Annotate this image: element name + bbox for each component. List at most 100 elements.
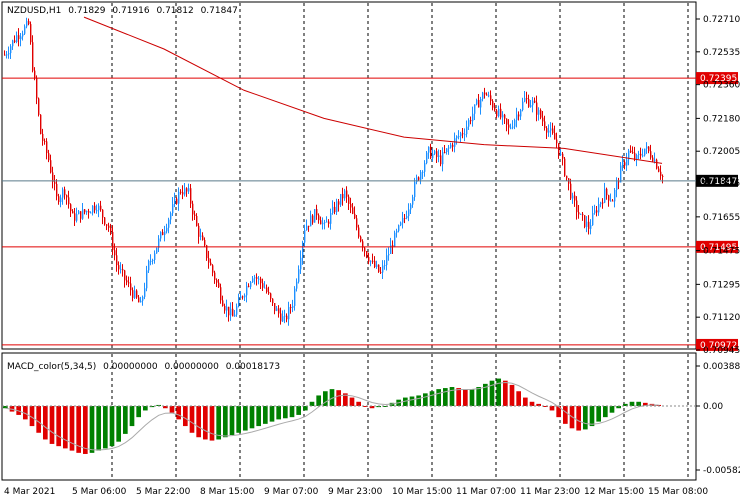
candle-body — [108, 225, 110, 228]
candle-body — [476, 99, 478, 105]
macd-bar — [209, 406, 215, 441]
candle-body — [368, 257, 370, 262]
macd-bar — [449, 387, 455, 406]
macd-bar — [83, 406, 88, 454]
candle-body — [300, 257, 302, 270]
candle-body — [636, 155, 638, 160]
candle-body — [16, 35, 18, 42]
candle-body — [460, 133, 462, 137]
candle-body — [518, 114, 520, 117]
candle-body — [26, 21, 28, 27]
macd-bar — [189, 406, 195, 433]
candle-body — [282, 316, 284, 322]
candle-body — [600, 202, 602, 205]
candle-body — [316, 209, 318, 216]
macd-bar — [76, 406, 81, 453]
candle-body — [186, 188, 188, 192]
time-axis-label: 9 Mar 23:00 — [328, 487, 383, 497]
macd-bar — [503, 380, 508, 406]
candle-body — [586, 221, 588, 227]
candle-body — [226, 306, 228, 311]
macd-bar — [436, 389, 441, 406]
candle-body — [46, 141, 48, 154]
candle-body — [192, 203, 194, 215]
candle-body — [626, 159, 628, 166]
price-tick-label: 0.71475 — [703, 247, 740, 257]
level-tag — [696, 338, 738, 351]
candle-body — [72, 211, 74, 214]
candle-body — [332, 206, 334, 214]
candle-body — [532, 100, 534, 106]
candle-body — [526, 98, 528, 100]
candle-body — [142, 296, 144, 301]
candle-body — [208, 258, 210, 263]
candle-body — [218, 282, 220, 288]
price-tick-label: 0.72360 — [703, 81, 740, 91]
macd-bar — [269, 406, 275, 422]
candle-body — [430, 146, 432, 159]
candle-body — [48, 153, 50, 161]
candle-body — [446, 148, 448, 153]
candle-body — [658, 168, 660, 172]
candle-body — [34, 70, 36, 79]
candle-body — [160, 232, 162, 239]
candle-body — [172, 204, 174, 214]
macd-bar — [343, 393, 348, 406]
candle-body — [510, 127, 512, 129]
macd-bar — [316, 395, 321, 406]
macd-bar — [556, 406, 561, 418]
candle-body — [614, 189, 616, 202]
candle-body — [470, 120, 472, 122]
candle-body — [56, 183, 58, 197]
time-axis-label: 5 Mar 06:00 — [72, 487, 127, 497]
candle-body — [350, 203, 352, 208]
candle-body — [196, 215, 198, 226]
candle-body — [536, 102, 538, 115]
candle-body — [76, 214, 78, 221]
candle-body — [450, 144, 452, 148]
candle-body — [462, 133, 464, 135]
macd-bar — [23, 406, 28, 420]
macd-header: MACD_color(5,34,5) 0.00000000 0.00000000… — [7, 362, 280, 372]
macd-bar — [409, 396, 415, 406]
candle-body — [620, 165, 622, 183]
candle-body — [372, 260, 374, 262]
candle-body — [594, 210, 596, 214]
candle-body — [206, 245, 208, 259]
candle-body — [18, 35, 20, 40]
candle-body — [346, 190, 348, 197]
candle-body — [148, 260, 150, 271]
macd-bar — [36, 406, 41, 433]
price-tick-label: 0.72180 — [703, 114, 740, 124]
macd-bar — [616, 406, 621, 409]
candle-body — [136, 290, 138, 298]
price-panel[interactable] — [1, 1, 697, 350]
candle-body — [314, 209, 316, 223]
candle-body — [564, 158, 566, 176]
macd-bar — [323, 391, 328, 406]
candle-body — [272, 298, 274, 304]
macd-bar — [543, 406, 548, 407]
candle-body — [454, 138, 456, 147]
candle-body — [584, 215, 586, 227]
candle-body — [204, 239, 206, 246]
candle-body — [126, 280, 128, 283]
candle-body — [378, 264, 380, 272]
candle-body — [506, 118, 508, 125]
candle-body — [540, 110, 542, 118]
candle-body — [632, 152, 634, 154]
candle-body — [550, 128, 552, 131]
candle-body — [418, 177, 420, 180]
macd-value-3: 0.00018173 — [226, 362, 280, 372]
candle-body — [616, 181, 618, 190]
macd-value-1: 0.00000000 — [103, 362, 158, 372]
candle-body — [630, 150, 632, 153]
candle-body — [544, 121, 546, 129]
candle-body — [258, 278, 260, 280]
candle-body — [366, 251, 368, 258]
candle-body — [336, 201, 338, 213]
macd-bar — [643, 402, 648, 406]
candle-body — [236, 306, 238, 315]
candle-body — [428, 146, 430, 153]
